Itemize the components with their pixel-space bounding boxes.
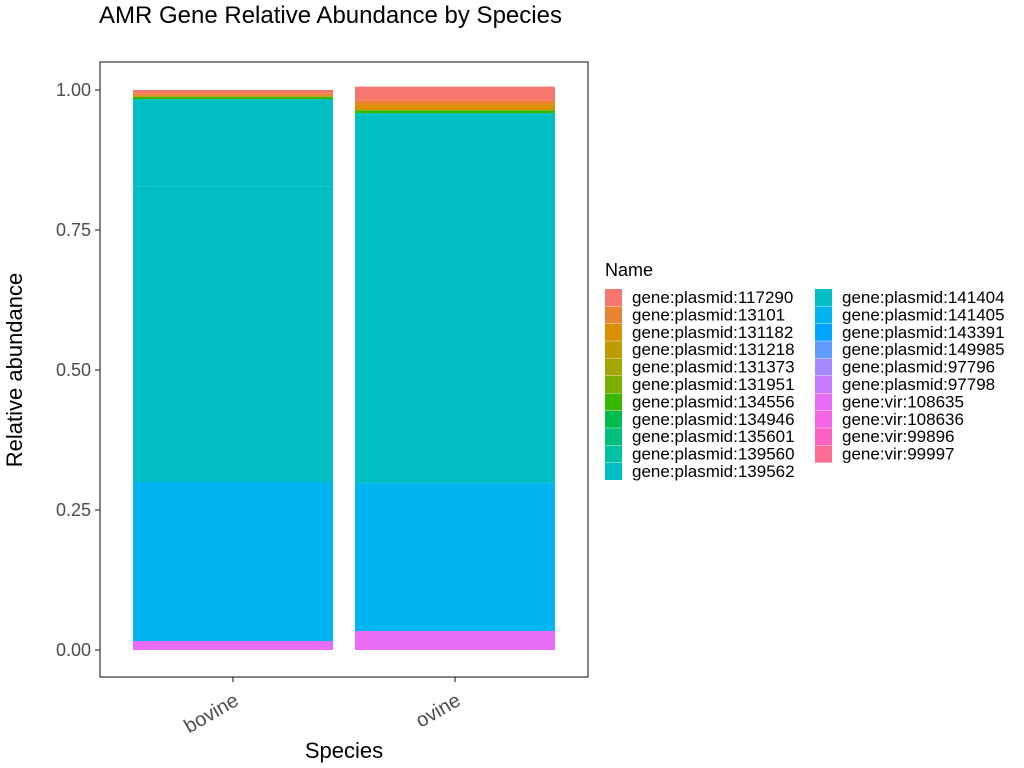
- bar-segment-bovine-gene-plasmid-13101: [133, 93, 333, 96]
- bar-segment-ovine-gene-plasmid-139562: [355, 114, 555, 188]
- bar-segment-bovine-gene-plasmid-134556: [133, 96, 333, 99]
- legend-label: gene:plasmid:131182: [632, 323, 793, 342]
- legend-label: gene:plasmid:135601: [632, 427, 795, 446]
- x-tick-label-ovine: ovine: [412, 689, 464, 732]
- legend-key: [605, 323, 622, 341]
- legend-label: gene:plasmid:139562: [632, 462, 795, 481]
- legend-label: gene:plasmid:131373: [632, 358, 795, 377]
- chart-title: AMR Gene Relative Abundance by Species: [99, 2, 562, 29]
- legend-label: gene:plasmid:141404: [842, 288, 1005, 307]
- legend-label: gene:plasmid:141405: [842, 305, 1005, 324]
- legend-key: [605, 428, 622, 446]
- y-tick-label: 0.25: [56, 500, 91, 520]
- legend-key: [605, 445, 622, 463]
- legend-title: Name: [605, 260, 653, 280]
- bar-segment-bovine-gene-plasmid-131182: [133, 95, 333, 97]
- legend-label: gene:plasmid:143391: [842, 323, 1005, 342]
- legend-key: [605, 358, 622, 376]
- legend-items: gene:plasmid:117290gene:plasmid:13101gen…: [605, 288, 1005, 481]
- legend-key: [605, 463, 622, 480]
- bar-segment-ovine-gene-vir-108635: [355, 630, 555, 650]
- legend-label: gene:plasmid:149985: [842, 340, 1005, 359]
- legend-label: gene:plasmid:97796: [842, 358, 995, 377]
- legend-key: [605, 393, 622, 411]
- legend-label: gene:plasmid:131218: [632, 340, 795, 359]
- legend-key: [815, 289, 832, 306]
- bar-segment-ovine-gene-plasmid-117290: [355, 86, 555, 101]
- legend-key: [815, 358, 832, 376]
- legend-key: [815, 306, 832, 324]
- legend-key: [815, 410, 832, 428]
- bar-segment-ovine-gene-plasmid-139560: [355, 112, 555, 115]
- legend-label: gene:plasmid:97798: [842, 375, 995, 394]
- legend-label: gene:plasmid:13101: [632, 305, 785, 324]
- legend-key: [815, 445, 832, 463]
- legend-key: [605, 289, 622, 306]
- legend-key: [605, 410, 622, 428]
- legend: Name gene:plasmid:117290gene:plasmid:131…: [605, 260, 1005, 481]
- y-tick-label: 0.00: [56, 640, 91, 660]
- legend-key: [815, 341, 832, 359]
- legend-label: gene:plasmid:134556: [632, 392, 795, 411]
- legend-label: gene:plasmid:134946: [632, 410, 795, 429]
- y-tick-label: 0.50: [56, 360, 91, 380]
- bar-segment-bovine-gene-plasmid-139562: [133, 100, 333, 187]
- bar-segment-bovine-gene-plasmid-117290: [133, 90, 333, 94]
- legend-key: [815, 428, 832, 446]
- bar-segment-bovine-gene-plasmid-141405: [133, 482, 333, 642]
- legend-label: gene:plasmid:131951: [632, 375, 795, 394]
- y-axis: 0.00 0.25 0.50 0.75 1.00: [56, 80, 100, 660]
- bars-layer: [133, 86, 555, 650]
- y-axis-title: Relative abundance: [2, 273, 27, 467]
- legend-label: gene:vir:108635: [842, 392, 964, 411]
- y-tick-label: 0.75: [56, 220, 91, 240]
- bar-segment-bovine-gene-vir-108635: [133, 641, 333, 650]
- y-tick-label: 1.00: [56, 80, 91, 100]
- bar-segment-bovine-gene-plasmid-141404: [133, 186, 333, 482]
- legend-label: gene:plasmid:139560: [632, 445, 795, 464]
- x-tick-label-bovine: bovine: [180, 689, 242, 738]
- x-axis: bovine ovine: [180, 677, 465, 738]
- bar-segment-ovine-gene-plasmid-13101: [355, 100, 555, 105]
- legend-key: [815, 376, 832, 393]
- legend-key: [605, 306, 622, 324]
- bar-segment-ovine-gene-plasmid-141405: [355, 483, 555, 631]
- legend-key: [815, 393, 832, 411]
- bar-segment-ovine-gene-plasmid-141404: [355, 188, 555, 484]
- bar-segment-ovine-gene-plasmid-134556: [355, 110, 555, 113]
- x-axis-title: Species: [305, 738, 383, 763]
- legend-label: gene:vir:108636: [842, 410, 964, 429]
- legend-key: [605, 341, 622, 359]
- legend-key: [605, 376, 622, 393]
- legend-key: [815, 323, 832, 341]
- legend-label: gene:plasmid:117290: [632, 288, 793, 307]
- legend-label: gene:vir:99896: [842, 427, 954, 446]
- bar-segment-ovine-gene-plasmid-131182: [355, 104, 555, 111]
- legend-label: gene:vir:99997: [842, 445, 954, 464]
- bar-segment-bovine-gene-plasmid-139560: [133, 98, 333, 101]
